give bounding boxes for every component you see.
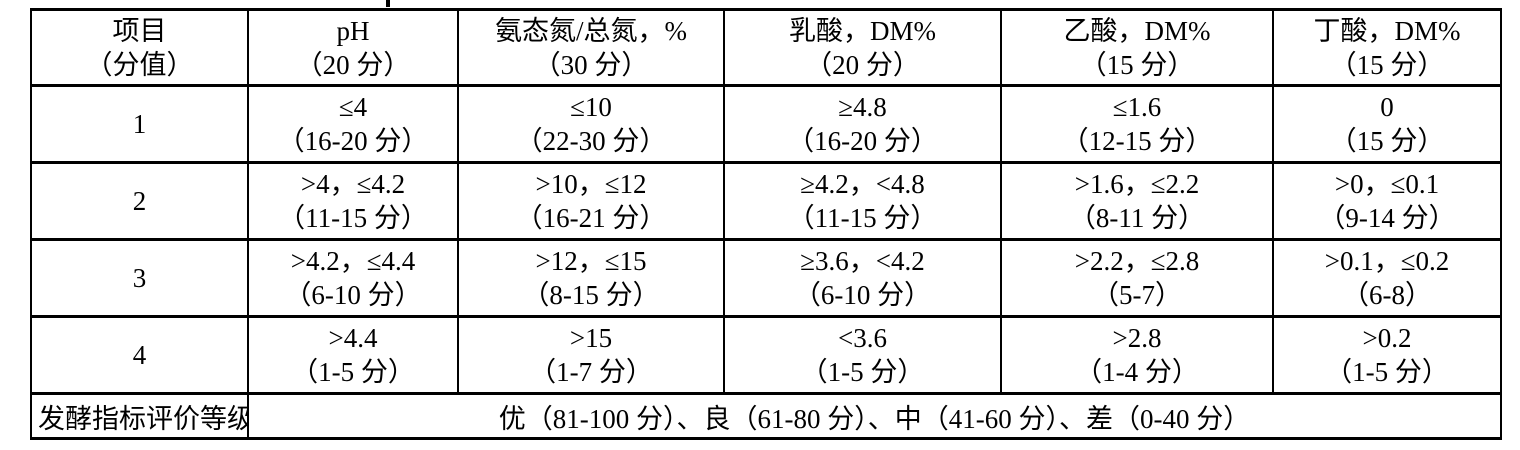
criteria-cell-ammonia: >12，≤15 （8-15 分） xyxy=(457,238,725,318)
criteria-cell-butyric: >0.1，≤0.2 （6-8） xyxy=(1272,238,1502,318)
criteria-value: >4.2，≤4.4 xyxy=(290,246,416,276)
criteria-cell-lactic: ≥3.6，<4.2 （6-10 分） xyxy=(723,238,1002,318)
criteria-cell-acetic: >2.8 （1-4 分） xyxy=(1000,315,1274,395)
criteria-value: >15 xyxy=(569,323,613,353)
criteria-range: （1-5 分） xyxy=(291,357,415,387)
criteria-value: ≥4.2，<4.8 xyxy=(800,169,925,199)
fermentation-score-table: 项目 （分值） pH （20 分） 氨态氮/总氮，% （30 分） 乳酸，DM%… xyxy=(30,8,1502,440)
criteria-cell-butyric: >0.2 （1-5 分） xyxy=(1272,315,1502,395)
score-cell: 2 xyxy=(30,161,249,241)
criteria-range: （8-11 分） xyxy=(1068,203,1206,233)
criteria-range: （12-15 分） xyxy=(1061,126,1213,156)
criteria-value: ≤1.6 xyxy=(1112,92,1162,122)
criteria-range: （1-5 分） xyxy=(1325,357,1449,387)
header-title: pH xyxy=(336,15,370,46)
header-cell-butyric-acid: 丁酸，DM% （15 分） xyxy=(1272,8,1502,87)
criteria-range: （16-20 分） xyxy=(787,126,938,156)
header-title: 乳酸，DM% xyxy=(789,15,936,46)
table-row: 3 >4.2，≤4.4 （6-10 分） >12，≤15 （8-15 分） ≥3… xyxy=(30,238,1502,318)
criteria-cell-butyric: 0 （15 分） xyxy=(1272,84,1502,164)
criteria-value: >12，≤15 xyxy=(535,246,647,276)
criteria-value: ≤4 xyxy=(338,92,368,122)
criteria-range: （6-10 分） xyxy=(284,280,422,310)
criteria-value: <3.6 xyxy=(838,323,887,353)
criteria-value: >4，≤4.2 xyxy=(300,169,406,199)
criteria-cell-ph: >4.4 （1-5 分） xyxy=(247,315,459,395)
header-subtitle: （20 分） xyxy=(295,49,411,80)
criteria-range: （11-15 分） xyxy=(787,203,938,233)
criteria-range: （8-15 分） xyxy=(522,280,660,310)
criteria-range: （9-14 分） xyxy=(1318,203,1456,233)
footer-label-cell: 发酵指标评价等级 xyxy=(30,392,249,440)
criteria-cell-ph: >4，≤4.2 （11-15 分） xyxy=(247,161,459,241)
header-subtitle: （20 分） xyxy=(805,49,920,80)
score-cell: 4 xyxy=(30,315,249,395)
criteria-value: >1.6，≤2.2 xyxy=(1074,169,1200,199)
table-row: 2 >4，≤4.2 （11-15 分） >10，≤12 （16-21 分） ≥4… xyxy=(30,161,1502,241)
criteria-range: （16-20 分） xyxy=(277,126,429,156)
criteria-cell-acetic: ≤1.6 （12-15 分） xyxy=(1000,84,1274,164)
criteria-value: 0 xyxy=(1380,92,1394,122)
criteria-value: ≤10 xyxy=(570,92,612,122)
footer-row: 发酵指标评价等级 优（81-100 分）、良（61-80 分）、中（41-60 … xyxy=(30,392,1502,440)
table-row: 4 >4.4 （1-5 分） >15 （1-7 分） <3.6 （1-5 分） … xyxy=(30,315,1502,395)
header-row: 项目 （分值） pH （20 分） 氨态氮/总氮，% （30 分） 乳酸，DM%… xyxy=(30,8,1502,87)
criteria-value: ≥4.8 xyxy=(838,92,887,122)
criteria-value: >0，≤0.1 xyxy=(1334,169,1440,199)
criteria-cell-lactic: ≥4.8 （16-20 分） xyxy=(723,84,1002,164)
criteria-cell-butyric: >0，≤0.1 （9-14 分） xyxy=(1272,161,1502,241)
cropped-caption-fragment xyxy=(386,0,390,7)
criteria-value: ≥3.6，<4.2 xyxy=(800,246,925,276)
criteria-range: （1-7 分） xyxy=(529,357,653,387)
criteria-cell-ph: >4.2，≤4.4 （6-10 分） xyxy=(247,238,459,318)
header-subtitle: （15 分） xyxy=(1079,49,1195,80)
criteria-value: >4.4 xyxy=(328,323,378,353)
criteria-value: >2.2，≤2.8 xyxy=(1074,246,1200,276)
criteria-range: （22-30 分） xyxy=(515,126,667,156)
criteria-value: >10，≤12 xyxy=(535,169,647,199)
header-subtitle: （30 分） xyxy=(533,49,649,80)
criteria-value: >0.1，≤0.2 xyxy=(1324,246,1450,276)
header-cell-acetic-acid: 乙酸，DM% （15 分） xyxy=(1000,8,1274,87)
header-cell-item: 项目 （分值） xyxy=(30,8,249,87)
criteria-range: （1-4 分） xyxy=(1075,357,1199,387)
header-subtitle: （15 分） xyxy=(1329,49,1445,80)
header-cell-ammonia-nitrogen: 氨态氮/总氮，% （30 分） xyxy=(457,8,725,87)
header-title: 丁酸，DM% xyxy=(1313,15,1461,46)
header-title: 项目 xyxy=(112,15,167,46)
score-cell: 1 xyxy=(30,84,249,164)
criteria-range: （6-8） xyxy=(1342,280,1432,310)
header-cell-ph: pH （20 分） xyxy=(247,8,459,87)
criteria-range: （16-21 分） xyxy=(515,203,667,233)
criteria-cell-acetic: >1.6，≤2.2 （8-11 分） xyxy=(1000,161,1274,241)
criteria-cell-lactic: ≥4.2，<4.8 （11-15 分） xyxy=(723,161,1002,241)
criteria-cell-ammonia: >15 （1-7 分） xyxy=(457,315,725,395)
criteria-value: >0.2 xyxy=(1362,323,1412,353)
score-cell: 3 xyxy=(30,238,249,318)
criteria-cell-ph: ≤4 （16-20 分） xyxy=(247,84,459,164)
criteria-cell-ammonia: ≤10 （22-30 分） xyxy=(457,84,725,164)
header-cell-lactic-acid: 乳酸，DM% （20 分） xyxy=(723,8,1002,87)
criteria-value: >2.8 xyxy=(1112,323,1162,353)
criteria-range: （5-7） xyxy=(1092,280,1182,310)
criteria-range: （1-5 分） xyxy=(800,357,925,387)
footer-grade-scale-cell: 优（81-100 分）、良（61-80 分）、中（41-60 分）、差（0-40… xyxy=(247,392,1502,440)
criteria-range: （11-15 分） xyxy=(278,203,428,233)
criteria-cell-ammonia: >10，≤12 （16-21 分） xyxy=(457,161,725,241)
criteria-range: （6-10 分） xyxy=(793,280,932,310)
table-row: 1 ≤4 （16-20 分） ≤10 （22-30 分） ≥4.8 （16-20… xyxy=(30,84,1502,164)
criteria-cell-acetic: >2.2，≤2.8 （5-7） xyxy=(1000,238,1274,318)
criteria-range: （15 分） xyxy=(1329,126,1445,156)
header-title: 氨态氮/总氮，% xyxy=(495,15,687,46)
header-title: 乙酸，DM% xyxy=(1063,15,1211,46)
header-subtitle: （分值） xyxy=(85,49,194,80)
criteria-cell-lactic: <3.6 （1-5 分） xyxy=(723,315,1002,395)
